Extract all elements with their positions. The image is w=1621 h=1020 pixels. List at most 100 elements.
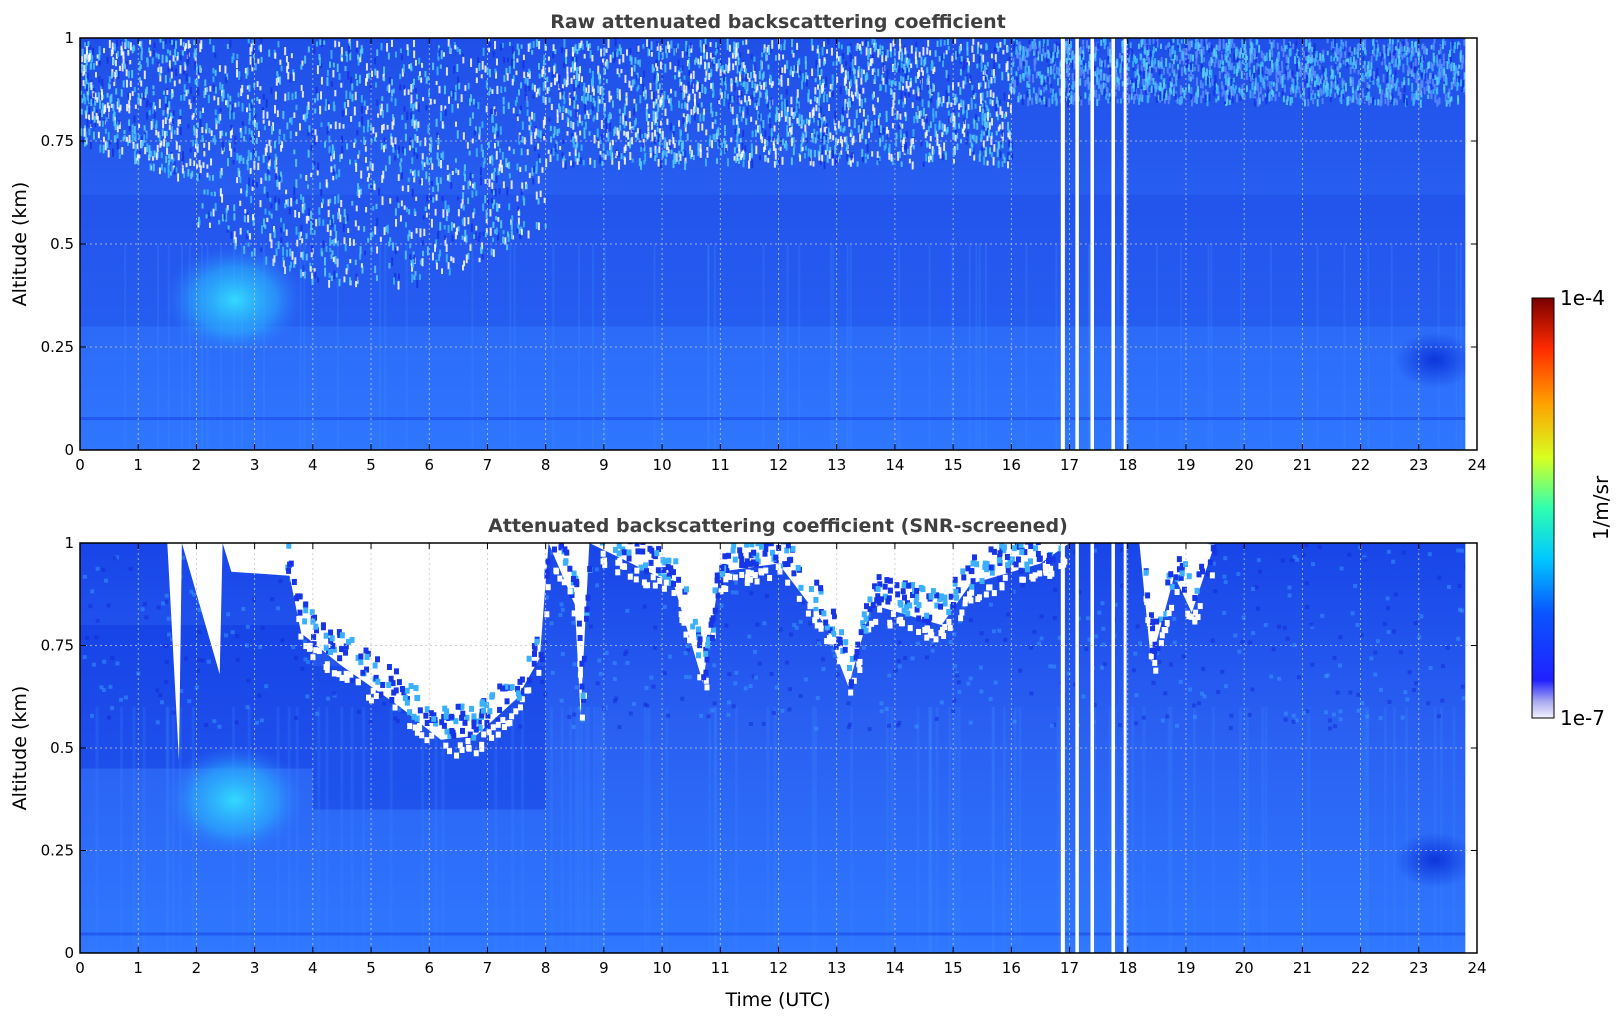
noise-speck	[945, 152, 948, 160]
noise-speck	[736, 79, 739, 87]
noise-speck	[1392, 55, 1395, 64]
noise-speck	[196, 122, 199, 128]
noise-speck	[252, 217, 255, 227]
noise-speck	[835, 128, 838, 135]
noise-speck	[187, 124, 190, 129]
noise-speck	[1351, 87, 1354, 94]
noise-speck	[495, 227, 498, 235]
noise-speck	[758, 70, 761, 80]
noise-speck	[945, 89, 948, 98]
noise-speck	[877, 115, 880, 120]
noise-speck	[725, 83, 728, 91]
noise-speck	[157, 131, 160, 138]
noise-speck	[83, 54, 86, 63]
noise-speck	[374, 265, 377, 274]
noise-speck	[565, 79, 568, 88]
noise-speck	[780, 94, 783, 100]
noise-speck	[1046, 39, 1049, 46]
noise-speck	[1456, 95, 1459, 102]
noise-speck	[1307, 79, 1310, 88]
noise-speck	[437, 45, 440, 51]
noise-speck	[584, 121, 587, 130]
noise-speck	[1271, 59, 1274, 68]
noise-speck	[1460, 49, 1463, 55]
noise-speck	[1088, 48, 1091, 54]
noise-speck	[1431, 78, 1434, 87]
noise-speck	[697, 122, 700, 132]
noise-speck	[1384, 64, 1387, 70]
noise-speck	[202, 162, 205, 168]
noise-speck	[723, 98, 726, 107]
noise-speck	[781, 156, 784, 165]
noise-speck	[651, 132, 654, 142]
noise-speck	[480, 74, 483, 79]
noise-speck	[660, 88, 663, 94]
noise-speck	[1275, 70, 1278, 80]
noise-speck	[1373, 44, 1376, 51]
noise-speck	[1190, 94, 1193, 100]
noise-speck	[576, 104, 579, 110]
noise-speck	[678, 150, 681, 158]
noise-speck	[552, 53, 555, 59]
noise-speck	[1275, 78, 1278, 84]
noise-speck	[339, 214, 342, 223]
noise-speck	[404, 148, 407, 156]
noise-speck	[90, 120, 93, 128]
noise-speck	[538, 73, 541, 79]
noise-speck	[263, 125, 266, 131]
noise-speck	[1296, 63, 1299, 71]
noise-speck	[629, 137, 632, 143]
noise-speck	[871, 68, 874, 76]
heatmap-raw	[80, 38, 1477, 450]
noise-speck	[795, 105, 798, 113]
noise-speck	[823, 116, 826, 121]
noise-speck	[930, 98, 933, 103]
noise-speck	[199, 111, 202, 119]
noise-speck	[252, 148, 255, 155]
noise-speck	[203, 90, 206, 98]
noise-speck	[250, 195, 253, 204]
noise-speck	[457, 76, 460, 84]
noise-speck	[837, 56, 840, 62]
noise-speck	[1137, 79, 1140, 89]
noise-speck	[1310, 65, 1313, 72]
noise-speck	[717, 127, 720, 136]
noise-speck	[873, 39, 876, 47]
noise-speck	[1256, 62, 1259, 70]
noise-speck	[401, 185, 404, 192]
noise-speck	[959, 43, 962, 51]
noise-speck	[661, 105, 664, 110]
noise-speck	[211, 174, 214, 181]
noise-speck	[338, 278, 341, 287]
noise-speck	[1039, 71, 1042, 79]
noise-speck	[1036, 50, 1039, 60]
noise-speck	[1329, 96, 1332, 102]
noise-speck	[508, 161, 511, 169]
noise-speck	[790, 66, 793, 74]
noise-speck	[1070, 95, 1073, 105]
noise-speck	[572, 97, 575, 106]
noise-speck	[918, 96, 921, 101]
noise-speck	[591, 70, 594, 79]
noise-speck	[592, 88, 595, 96]
noise-speck	[316, 41, 319, 47]
noise-speck	[1037, 71, 1040, 76]
noise-speck	[172, 55, 175, 62]
noise-speck	[958, 46, 961, 53]
noise-speck	[1161, 94, 1164, 101]
noise-speck	[1148, 72, 1151, 80]
noise-speck	[254, 63, 257, 71]
noise-speck	[212, 84, 215, 92]
noise-speck	[687, 95, 690, 103]
noise-speck	[305, 233, 308, 240]
noise-speck	[1052, 88, 1055, 97]
noise-speck	[646, 134, 649, 140]
noise-speck	[942, 130, 945, 136]
noise-speck	[537, 153, 540, 158]
noise-speck	[742, 61, 745, 69]
noise-speck	[350, 76, 353, 84]
noise-speck	[659, 160, 662, 169]
noise-speck	[648, 113, 651, 118]
noise-speck	[1015, 46, 1018, 52]
noise-speck	[388, 77, 391, 83]
